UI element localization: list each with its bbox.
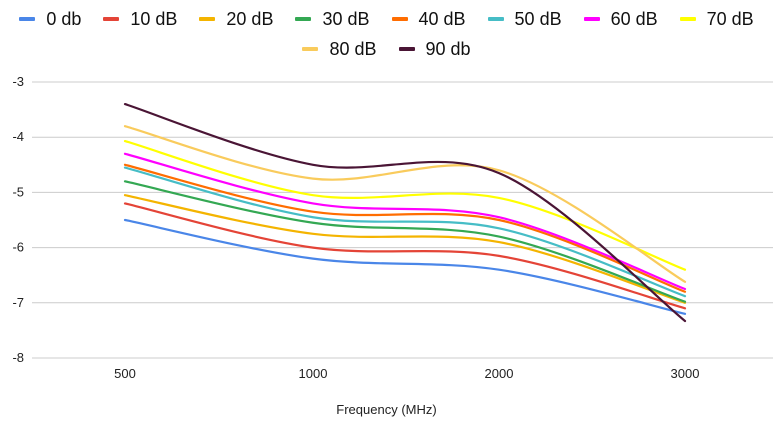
legend-label: 20 dB [226,8,274,29]
series-line-40-db [123,163,687,293]
legend-row: 0 db 10 dB 20 dB 30 dB 40 dB 50 dB 60 dB 70 dB [0,4,773,34]
legend-label: 70 dB [706,8,754,29]
y-tick-label: -7 [12,295,24,310]
legend-swatch [583,17,600,21]
legend-label: 0 db [46,8,82,29]
series-line-10-db [123,202,687,310]
legend-swatch [199,17,216,21]
legend-item: 60 dB [583,8,658,30]
series-line-50-db [123,166,687,298]
legend-item: 10 dB [103,9,177,30]
y-tick-label: -6 [12,240,24,255]
legend-label: 60 dB [610,8,658,29]
series-line-0-db [123,218,687,315]
x-tick-label: 3000 [671,366,700,381]
series-lines [123,102,687,323]
legend: 0 db 10 dB 20 dB 30 dB 40 dB 50 dB 60 dB 70 dB … [0,4,773,64]
series-line-60-db [123,152,687,291]
series-line-90-db [123,102,687,323]
legend-label: 80 dB [329,38,377,59]
gridlines [32,81,773,359]
x-axis-title: Frequency (MHz) [336,402,437,417]
legend-label: 10 dB [130,8,178,29]
legend-swatch [19,17,36,21]
legend-item: 40 dB [391,8,466,30]
legend-swatch [295,17,312,21]
legend-swatch [302,47,319,51]
x-tick-label: 500 [114,366,136,381]
legend-swatch [679,17,696,21]
legend-item: 30 dB [295,8,370,30]
legend-swatch [487,17,504,21]
legend-label: 50 dB [514,8,562,29]
y-tick-label: -3 [12,74,24,89]
series-line-20-db [123,194,687,304]
x-tick-label: 2000 [485,366,514,381]
legend-swatch [398,47,415,51]
legend-row: 80 dB 90 db [0,34,773,64]
y-axis-tick-labels: -3 -4 -5 -6 -7 -8 [12,74,24,365]
x-axis-tick-labels: 500 1000 2000 3000 [114,366,699,381]
legend-label: 40 dB [418,8,466,29]
y-tick-label: -5 [12,184,24,199]
legend-label: 30 dB [322,8,370,29]
legend-item: 70 dB [679,8,754,30]
legend-label: 90 db [425,38,471,59]
series-line-80-db [123,125,687,283]
x-tick-label: 1000 [299,366,328,381]
y-tick-label: -4 [12,129,24,144]
series-line-30-db [123,180,687,303]
legend-swatch [391,17,408,21]
legend-item: 20 dB [199,9,273,30]
series-line-70-db [123,139,687,271]
legend-item: 80 dB [302,38,377,60]
legend-item: 0 db [19,9,81,30]
y-tick-label: -8 [12,350,24,365]
legend-item: 50 dB [487,8,562,30]
legend-swatch [103,17,120,21]
legend-item: 90 db [398,38,471,60]
